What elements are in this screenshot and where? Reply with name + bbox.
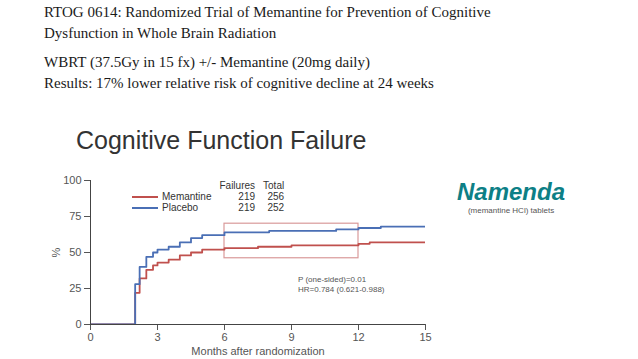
- svg-text:Months after randomization: Months after randomization: [191, 345, 324, 357]
- html-text:HR=0.784 (0.621-0.988): HR=0.784 (0.621-0.988): [298, 285, 385, 294]
- html-text:256: 256: [267, 191, 285, 202]
- svg-text:9: 9: [288, 331, 294, 343]
- html-text:Cognitive Function Failure: Cognitive Function Failure: [76, 126, 367, 154]
- html-text:RTOG 0614: Randomized Trial of: RTOG 0614: Randomized Trial of Memantine…: [44, 4, 491, 20]
- svg-text:%: %: [50, 247, 62, 257]
- html-text:Dysfunction in Whole Brain Rad: Dysfunction in Whole Brain Radiation: [44, 25, 277, 41]
- svg-text:75: 75: [69, 210, 81, 222]
- html-text:219: 219: [238, 202, 255, 213]
- html-text:Total: Total: [263, 180, 285, 191]
- html-text:219: 219: [238, 191, 255, 202]
- svg-text:15: 15: [419, 331, 431, 343]
- svg-text:6: 6: [221, 331, 227, 343]
- html-text:Failures: Failures: [219, 180, 255, 191]
- html-text:Memantine: Memantine: [162, 191, 212, 202]
- svg-text:0: 0: [87, 331, 93, 343]
- svg-text:12: 12: [352, 331, 364, 343]
- svg-text:100: 100: [63, 174, 81, 186]
- svg-text:50: 50: [69, 246, 81, 258]
- html-text:WBRT (37.5Gy in 15 fx) +/- Mem: WBRT (37.5Gy in 15 fx) +/- Memantine (20…: [44, 54, 370, 70]
- svg-text:3: 3: [154, 331, 160, 343]
- html-text:P (one-sided)=0.01: P (one-sided)=0.01: [298, 275, 367, 284]
- html-text:Results: 17% lower relative ri: Results: 17% lower relative risk of cogn…: [44, 75, 434, 91]
- html-text:Namenda: Namenda: [457, 178, 565, 205]
- svg-text:0: 0: [75, 318, 81, 330]
- svg-text:25: 25: [69, 282, 81, 294]
- html-text:Placebo: Placebo: [162, 202, 199, 213]
- html-text:(memantine HCl) tablets: (memantine HCl) tablets: [467, 206, 555, 215]
- html-text:252: 252: [267, 202, 285, 213]
